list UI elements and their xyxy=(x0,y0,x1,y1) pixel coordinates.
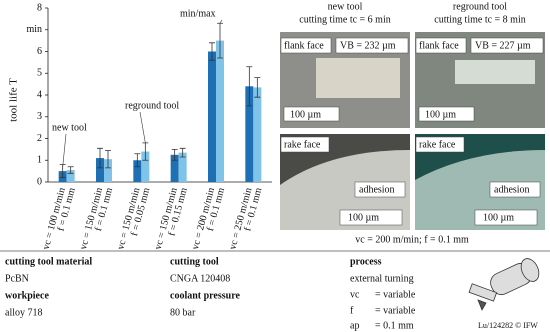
label-box xyxy=(339,209,403,226)
bar xyxy=(216,40,224,182)
bar xyxy=(170,154,179,182)
y-tick-label: 4 xyxy=(37,89,42,100)
caption: vc = 200 m/min; f = 0.1 mm xyxy=(355,234,469,245)
leader xyxy=(62,133,67,168)
detail: CNGA 120408 xyxy=(170,273,230,284)
y-tick-label: 5 xyxy=(37,68,42,79)
y-tick-label: 6 xyxy=(37,46,42,57)
param-name: f xyxy=(350,305,354,316)
label-box xyxy=(418,106,475,122)
bar xyxy=(104,159,112,182)
image-label: VB = 232 µm xyxy=(340,40,396,51)
scale-label: 100 µm xyxy=(483,212,514,223)
label-box xyxy=(470,37,544,54)
image-subtitle: cutting time tc = 6 min xyxy=(299,14,390,25)
param-name: ap xyxy=(350,320,359,331)
param-value: = 0.1 mm xyxy=(375,320,414,331)
label-box xyxy=(283,106,340,122)
heading: coolant pressure xyxy=(170,290,240,301)
detail: external turning xyxy=(350,273,414,284)
heading: cutting tool material xyxy=(5,256,92,267)
bar xyxy=(133,160,142,182)
y-tick-label: 1 xyxy=(37,155,42,166)
label-box xyxy=(354,181,406,198)
image-subtitle: cutting time tc = 8 min xyxy=(434,14,525,25)
heading: workpiece xyxy=(5,290,49,301)
scale-label: 100 µm xyxy=(348,212,379,223)
leader xyxy=(219,19,223,24)
label-box xyxy=(415,136,465,153)
error-bar xyxy=(67,166,74,174)
image-detail xyxy=(455,60,535,84)
detail: 80 bar xyxy=(170,307,196,318)
error-bar xyxy=(134,153,141,168)
detail: alloy 718 xyxy=(5,307,43,318)
label-box xyxy=(335,37,409,54)
error-bar xyxy=(209,42,215,61)
y-tick-label: 8 xyxy=(37,2,42,13)
image-label: rake face xyxy=(419,139,456,150)
image-label: VB = 227 µm xyxy=(475,40,531,51)
label-box xyxy=(474,209,538,226)
error-bar xyxy=(171,148,178,161)
annotation: reground tool xyxy=(125,100,179,111)
y-tick-label: 2 xyxy=(37,133,42,144)
scale-label: 100 µm xyxy=(290,109,321,120)
label-box xyxy=(280,37,332,54)
micrographs: new tool cutting time tc = 6 min regroun… xyxy=(280,1,545,245)
tool-sketch xyxy=(468,258,540,311)
image-label: adhesion xyxy=(494,184,530,195)
param-name: vc xyxy=(350,289,360,300)
image-label: flank face xyxy=(419,40,459,51)
y-tick-label: 0 xyxy=(37,176,42,187)
leader xyxy=(139,111,146,143)
detail: PcBN xyxy=(5,273,29,284)
bar xyxy=(253,87,262,182)
bar xyxy=(178,152,187,182)
y-tick-label: 3 xyxy=(37,111,42,122)
scale-label: 100 µm xyxy=(425,109,456,120)
bar xyxy=(96,158,104,182)
error-bar xyxy=(97,147,103,169)
y-tick-label: min xyxy=(26,24,42,35)
image-title: new tool xyxy=(328,1,363,12)
heading: process xyxy=(350,256,382,267)
label-box xyxy=(280,136,330,153)
error-bar xyxy=(105,150,111,169)
label-box xyxy=(415,37,467,54)
heading: cutting tool xyxy=(170,256,219,267)
credit: Lu/124282 © IFW xyxy=(478,321,538,330)
image-label: rake face xyxy=(284,139,321,150)
annotation: new tool xyxy=(52,122,87,133)
image-detail xyxy=(316,58,400,98)
image-label: flank face xyxy=(284,40,324,51)
bar xyxy=(208,51,216,182)
details: cutting tool material PcBN workpiece all… xyxy=(5,256,540,331)
y-axis-title: tool life T xyxy=(8,78,20,122)
image-label: adhesion xyxy=(359,184,395,195)
bar xyxy=(66,170,75,182)
error-bar xyxy=(179,147,186,158)
annotation: min/max xyxy=(180,8,216,19)
bar xyxy=(245,86,254,182)
bar xyxy=(141,151,150,182)
error-bar xyxy=(246,66,253,107)
param-value: = variable xyxy=(375,289,416,300)
label-box xyxy=(489,181,541,198)
param-value: = variable xyxy=(375,305,416,316)
error-bar xyxy=(254,77,261,98)
image-title: reground tool xyxy=(453,1,507,12)
